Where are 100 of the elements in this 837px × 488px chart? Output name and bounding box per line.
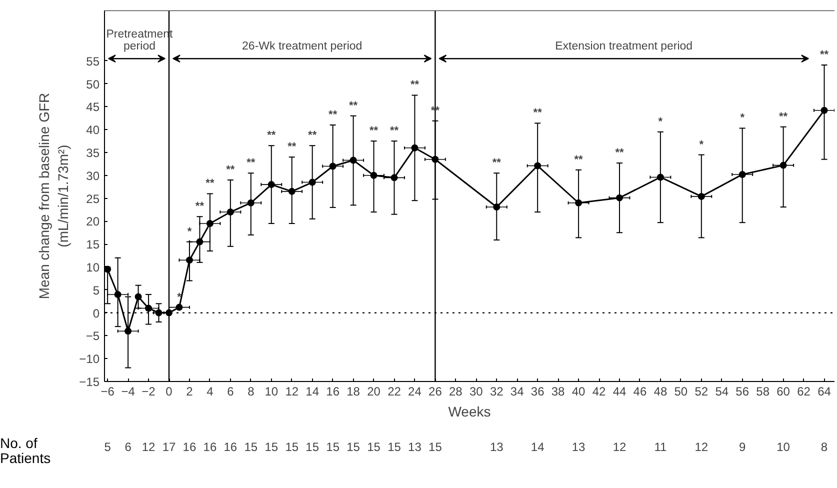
x-tick-label: 34 [510,384,524,398]
text: 5 [104,440,112,454]
x-tick-label: 6 [227,384,234,398]
x-tick-label: 22 [388,384,402,398]
x-axis-title: Weeks [448,404,491,420]
y-tick-label: 20 [86,214,100,229]
y-tick-label: 5 [92,283,100,298]
point [176,304,183,311]
annotation: * [740,112,746,124]
point [698,192,705,200]
annotation: ** [267,130,276,142]
text: 14 [530,440,545,454]
text: 12 [612,440,626,454]
x-tick-label: 42 [592,384,606,398]
y-tick-label: −15 [79,375,100,389]
x-tick-label: 26 [428,384,442,398]
x-tick-label: 4 [206,384,214,398]
x-tick-label: 54 [715,384,729,398]
text: 15 [346,440,360,454]
annotation: ** [206,178,215,190]
y-tick-label: 30 [86,168,100,183]
x-tick-label: −4 [121,384,136,398]
y-tick-label: 40 [86,123,100,138]
text: 13 [408,440,422,454]
text: 15 [264,440,278,454]
x-tick-label: −6 [100,384,115,398]
text: 15 [428,440,442,454]
x-tick-label: 40 [572,384,586,398]
annotation: ** [246,157,256,170]
x-tick-label: 24 [408,384,422,398]
x-tick-label: 12 [285,384,299,398]
text: 16 [203,440,217,454]
annotation: ** [308,130,318,142]
point [114,290,122,298]
point [390,174,398,182]
y-tick-label: 25 [86,192,100,206]
annotation: ** [349,100,358,112]
x-tick-label: 50 [674,384,688,398]
point [780,162,787,169]
annotation: ** [328,109,338,122]
point [206,220,214,227]
point [493,204,500,210]
text: 8 [820,440,828,454]
x-tick-label: 0 [166,384,173,398]
text: 15 [367,440,381,454]
text: 9 [739,440,746,454]
point [575,199,582,206]
x-tick-label: 64 [818,384,832,398]
annotation: Extension treatment period [555,40,693,53]
point [350,156,357,164]
x-tick-label: 56 [736,384,750,398]
y-tick-label: 15 [86,238,100,252]
point [308,178,316,186]
x-tick-label: 52 [694,384,708,398]
point [124,328,132,335]
text: 12 [142,440,156,454]
text: 15 [244,440,258,454]
x-tick-label: 8 [248,384,255,398]
text: 6 [124,440,132,454]
text: 10 [776,440,790,454]
x-tick-label: 30 [469,384,484,398]
annotation: 26-Wk treatment period [242,40,362,53]
x-tick-label: 36 [530,384,545,398]
point [288,188,296,195]
x-tick-label: 62 [797,384,811,398]
text: No. of Patients [0,435,51,467]
point [820,106,828,114]
annotation: ** [288,141,297,154]
x-tick-label: 44 [612,384,626,398]
x-tick-label: 28 [449,384,463,398]
point [738,170,746,178]
y-tick-label: 0 [92,306,100,320]
text: 15 [388,440,402,454]
text: 15 [306,440,320,454]
point [247,199,254,206]
annotation: ** [390,125,400,138]
x-tick-label: 46 [633,384,647,398]
x-tick-label: −2 [142,384,156,398]
x-tick-label: 48 [654,384,668,398]
x-tick-label: 14 [306,384,320,398]
annotation: ** [369,125,379,138]
annotation: ** [533,107,543,120]
text: 16 [224,440,238,454]
text: 13 [490,440,504,454]
point [329,162,336,170]
annotation: ** [226,164,236,176]
text: 12 [694,440,708,454]
point [411,144,418,152]
x-tick-label: 20 [367,384,381,398]
x-tick-label: 16 [326,384,340,398]
text: 15 [326,440,340,454]
y-tick-label: 50 [86,77,100,92]
annotation: ** [574,154,584,166]
x-tick-label: 60 [776,384,790,398]
annotation: * [658,116,664,128]
y-axis-title: Mean change from baseline GFR (mL/min/1.73m²) [36,92,72,300]
y-tick-label: 10 [86,260,100,274]
text: 13 [572,440,586,454]
annotation: * [187,226,192,238]
y-tick-label: 35 [86,146,100,160]
